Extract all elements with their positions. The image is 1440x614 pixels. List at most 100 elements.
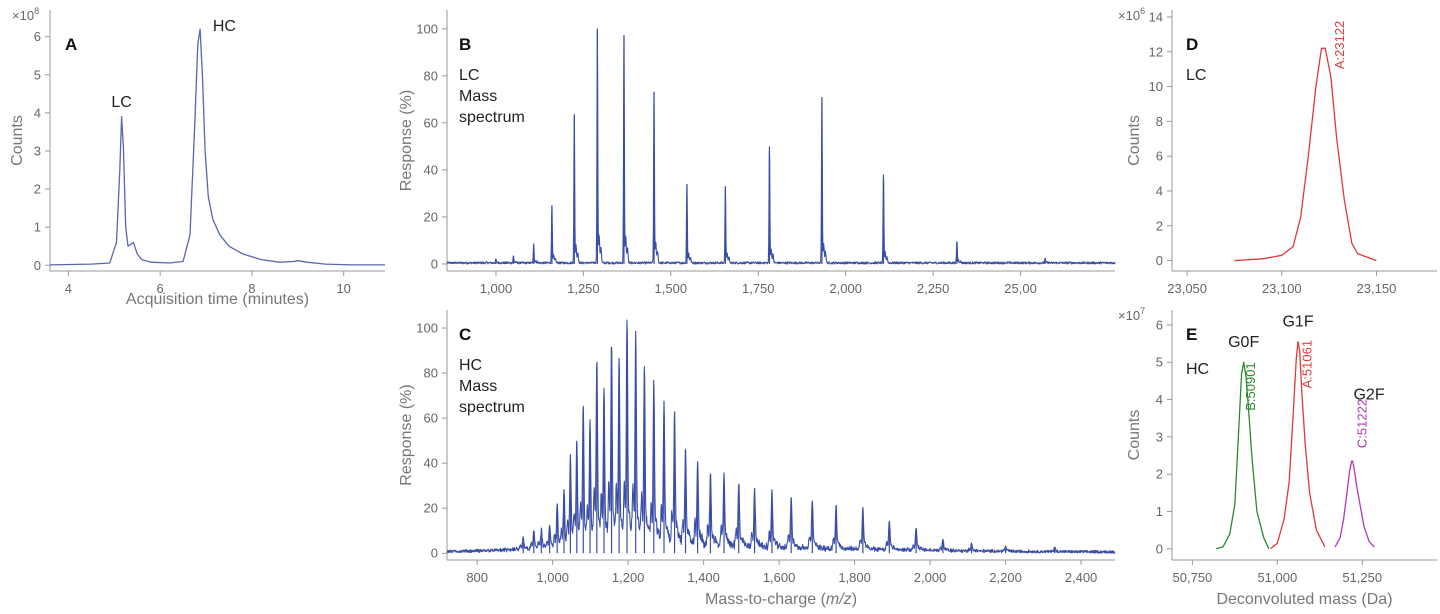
x-axis-label: Mass-to-charge (m/z) <box>705 591 857 608</box>
y-tick-label: 6 <box>1156 317 1163 332</box>
x-tick-label: 50,750 <box>1173 570 1213 585</box>
y-tick-label: 3 <box>1156 429 1163 444</box>
y-tick-label: 0 <box>431 546 438 561</box>
peak-mass-label: A:23122 <box>1332 21 1347 69</box>
panel-b: 1,000 1,250 1,500 1,750 2,000 2,250 25,00 0 20 40… <box>398 10 1116 296</box>
x-tick-label: 2,400 <box>1065 570 1098 585</box>
x-tick-label: 10 <box>336 281 350 296</box>
series-line <box>1234 47 1377 262</box>
y-tick-label: 0 <box>1156 253 1163 268</box>
multiplier-exponent: 7 <box>1140 306 1145 316</box>
multiplier-base: ×10 <box>1118 308 1140 323</box>
multiplier-exponent: 6 <box>1140 6 1145 16</box>
panel-note: HC <box>459 357 482 374</box>
panel-label: B <box>459 35 471 54</box>
y-axis-label: Counts <box>1126 410 1143 461</box>
y-tick-label: 20 <box>424 501 438 516</box>
y-tick-label: 14 <box>1149 9 1163 24</box>
x-tick-label: 800 <box>466 570 488 585</box>
y-axis-label: Response (%) <box>398 90 415 191</box>
panel-note: HC <box>1186 361 1209 378</box>
y-multiplier: ×108 <box>12 6 39 23</box>
y-tick-label: 6 <box>34 29 41 44</box>
x-tick-label: 51,250 <box>1342 570 1382 585</box>
x-tick-label: 2,200 <box>989 570 1022 585</box>
panel-note: spectrum <box>459 109 525 126</box>
x-tick-label: 1,200 <box>612 570 645 585</box>
y-axis-label: Response (%) <box>398 384 415 485</box>
x-tick-label: 1,500 <box>655 281 688 296</box>
x-tick-label: 1,600 <box>763 570 796 585</box>
x-tick-label: 23,150 <box>1357 281 1397 296</box>
multiplier-exponent: 8 <box>34 6 39 16</box>
y-tick-label: 2 <box>1156 467 1163 482</box>
y-tick-label: 80 <box>424 68 438 83</box>
y-tick-label: 2 <box>1156 218 1163 233</box>
y-tick-label: 6 <box>1156 149 1163 164</box>
y-tick-label: 60 <box>424 115 438 130</box>
series-line <box>1270 341 1326 550</box>
x-tick-label: 6 <box>157 281 164 296</box>
y-tick-label: 5 <box>34 67 41 82</box>
series-line <box>49 28 385 266</box>
peak-annotation: LC <box>111 94 131 111</box>
x-axis-label-part: m/z <box>826 591 852 608</box>
y-tick-label: 100 <box>416 21 438 36</box>
peak-mass-label: B:50901 <box>1243 362 1258 410</box>
x-tick-label: 1,000 <box>480 281 513 296</box>
x-tick-label: 2,000 <box>829 281 862 296</box>
x-axis-label: Deconvoluted mass (Da) <box>1216 591 1392 608</box>
panel-e: 50,750 51,000 51,250 0 1 2 3 4 5 6 Counts Deconvolu… <box>1118 306 1437 608</box>
peak-mass-label: A:51061 <box>1299 340 1314 388</box>
y-tick-label: 40 <box>424 162 438 177</box>
panel-label: E <box>1186 325 1197 344</box>
y-axis-label: Counts <box>1126 115 1143 166</box>
series-line <box>1334 460 1375 548</box>
multiplier-base: ×10 <box>1118 8 1140 23</box>
x-tick-label: 2,000 <box>914 570 947 585</box>
y-tick-label: 1 <box>1156 504 1163 519</box>
x-axis-label-part: Mass-to-charge ( <box>705 591 827 608</box>
x-tick-label: 4 <box>65 281 72 296</box>
peak-annotation: G2F <box>1353 386 1384 403</box>
y-tick-label: 5 <box>1156 355 1163 370</box>
panel-note: spectrum <box>459 399 525 416</box>
y-tick-label: 0 <box>431 256 438 271</box>
x-tick-label: 1,000 <box>536 570 569 585</box>
peak-annotation: G1F <box>1282 314 1313 331</box>
peak-annotation: G0F <box>1228 334 1259 351</box>
y-tick-label: 1 <box>34 220 41 235</box>
y-tick-label: 4 <box>34 105 41 120</box>
series-line <box>1216 361 1270 550</box>
y-multiplier: ×106 <box>1118 6 1145 23</box>
y-tick-label: 2 <box>34 182 41 197</box>
y-tick-label: 0 <box>34 258 41 273</box>
x-tick-label: 1,750 <box>742 281 775 296</box>
y-tick-label: 100 <box>416 321 438 336</box>
panel-note: LC <box>1186 67 1206 84</box>
multiplier-base: ×10 <box>12 8 34 23</box>
y-axis-label: Counts <box>9 115 26 166</box>
panel-label: C <box>459 325 471 344</box>
y-tick-label: 4 <box>1156 183 1163 198</box>
panel-c: 800 1,000 1,200 1,400 1,600 1,800 2,000 2,200 2,… <box>398 310 1116 608</box>
x-tick-label: 1,250 <box>567 281 600 296</box>
x-tick-label: 25,00 <box>1004 281 1037 296</box>
y-tick-label: 20 <box>424 209 438 224</box>
x-tick-label: 51,000 <box>1257 570 1297 585</box>
x-tick-label: 23,050 <box>1167 281 1207 296</box>
y-tick-label: 60 <box>424 411 438 426</box>
y-tick-label: 40 <box>424 456 438 471</box>
x-tick-label: 23,100 <box>1262 281 1302 296</box>
panel-note: Mass <box>459 88 497 105</box>
x-tick-label: 1,800 <box>838 570 871 585</box>
peak-annotation: HC <box>213 18 236 35</box>
y-multiplier: ×107 <box>1118 306 1145 323</box>
y-tick-label: 8 <box>1156 114 1163 129</box>
panel-label: D <box>1186 35 1198 54</box>
x-tick-label: 1,400 <box>687 570 720 585</box>
peak-mass-label: C:51222 <box>1354 399 1369 448</box>
x-axis-label-part: ) <box>852 591 857 608</box>
spectrum-trace <box>446 319 1116 554</box>
